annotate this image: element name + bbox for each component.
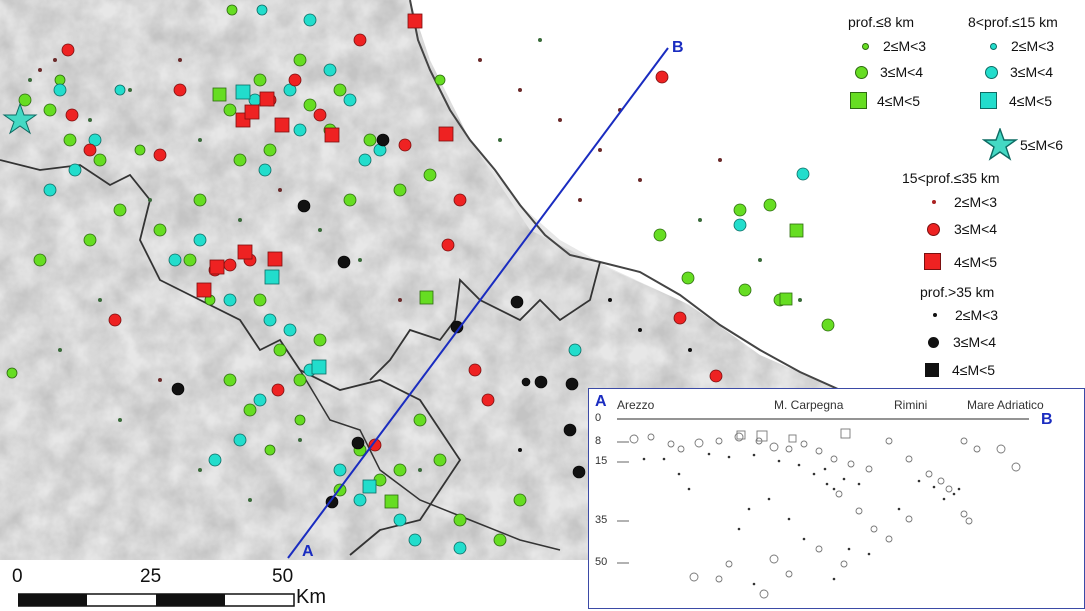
legend-deep-m4-label: 4≤M<5 [954,253,998,270]
legend-verydeep-m4-label: 4≤M<5 [952,362,996,378]
legend-mid-m5: 5≤M<6 [982,128,1063,162]
legend-shallow-m3: 3≤M<4 [855,64,923,80]
legend-verydeep-m3: 3≤M<4 [928,334,996,350]
scale-tick-0: 0 [12,566,23,587]
adriatic-sea [410,0,840,390]
legend-verydeep-m3-symbol [928,336,939,348]
legend-deep-m4-symbol [924,253,941,270]
cross-section-inset: A B Arezzo M. Carpegna Rimini Mare Adria… [588,388,1085,609]
profile-label-b: B [672,39,684,56]
legend-verydeep-m2-label: 2≤M<3 [955,307,999,323]
scale-bar: 0 25 50 Km [0,560,588,609]
profile-label-a: A [302,543,314,560]
inset-label-a: A [595,393,607,410]
legend-mid-m4: 4≤M<5 [980,92,1052,109]
legend-mid-m2: 2≤M<3 [990,38,1054,54]
scale-tick-50: 50 [272,566,294,587]
legend-deep-m4: 4≤M<5 [924,253,997,270]
very-deep-events [171,133,586,509]
legend-mid-m4-symbol [980,92,997,109]
scale-tick-25: 25 [140,566,162,587]
legend-verydeep-m2-symbol [933,313,937,317]
legend-title-mid: 8<prof.≤15 km [968,14,1058,30]
depth-tick-15: 15 [595,455,608,467]
legend-mid-m4-label: 4≤M<5 [1009,92,1053,109]
inset-label-b: B [1041,411,1053,428]
legend-title-deep: 15<prof.≤35 km [902,170,1000,186]
deep-events [61,13,723,452]
inset-place-adriatic: Mare Adriatico [967,398,1044,412]
coastline [409,0,840,391]
legend-shallow-m2: 2≤M<3 [862,38,926,54]
legend-deep-m2: 2≤M<3 [932,194,997,210]
legend-title-very-deep: prof.>35 km [920,284,995,300]
legend-shallow-m3-label: 3≤M<4 [880,64,924,80]
legend-mid-m3-symbol [985,65,998,79]
legend-mid-m3: 3≤M<4 [985,64,1053,80]
inset-place-arezzo: Arezzo [617,398,655,412]
shallow-events [6,4,835,547]
legend-verydeep-m4-symbol [925,363,939,377]
region-boundary [0,159,462,556]
legend-verydeep-m3-label: 3≤M<4 [953,334,997,350]
depth-tick-8: 8 [595,435,602,447]
legend-deep-m3: 3≤M<4 [927,221,997,237]
legend-verydeep-m4: 4≤M<5 [925,362,995,378]
m5-6-star-event [2,102,38,135]
legend-shallow-m2-label: 2≤M<3 [883,38,927,54]
legend-verydeep-m2: 2≤M<3 [933,307,998,323]
legend-deep-m2-symbol [932,200,936,204]
province-boundary [299,369,561,551]
legend-shallow-m4-symbol [850,92,867,109]
depth-tick-0: 0 [595,412,602,424]
legend-mid-m5-label: 5≤M<6 [1020,137,1064,153]
legend-mid-m3-label: 3≤M<4 [1010,64,1054,80]
legend-shallow-m4-label: 4≤M<5 [877,92,921,109]
inset-section-plot [617,418,1029,599]
scale-unit: Km [296,586,326,608]
legend: prof.≤8 km 8<prof.≤15 km 2≤M<3 2≤M<3 3≤M… [840,0,1085,390]
legend-star-symbol [982,128,1018,161]
legend-shallow-m4: 4≤M<5 [850,92,920,109]
depth-tick-35: 35 [595,514,608,526]
depth-tick-50: 50 [595,556,608,568]
profile-line-ab [287,47,669,559]
legend-deep-m3-label: 3≤M<4 [954,221,998,237]
scale-bar-graphic [18,593,295,607]
legend-shallow-m3-symbol [855,65,868,79]
legend-shallow-m2-symbol [862,42,869,50]
inset-place-carpegna: M. Carpegna [774,398,844,412]
legend-deep-m3-symbol [927,222,940,236]
region-boundary-2 [369,261,601,381]
legend-deep-m2-label: 2≤M<3 [954,194,998,210]
inset-place-rimini: Rimini [894,398,928,412]
legend-title-shallow: prof.≤8 km [848,14,915,30]
mid-depth-events [43,4,810,555]
small-events [28,38,802,502]
legend-mid-m2-symbol [990,42,997,50]
legend-mid-m2-label: 2≤M<3 [1011,38,1055,54]
